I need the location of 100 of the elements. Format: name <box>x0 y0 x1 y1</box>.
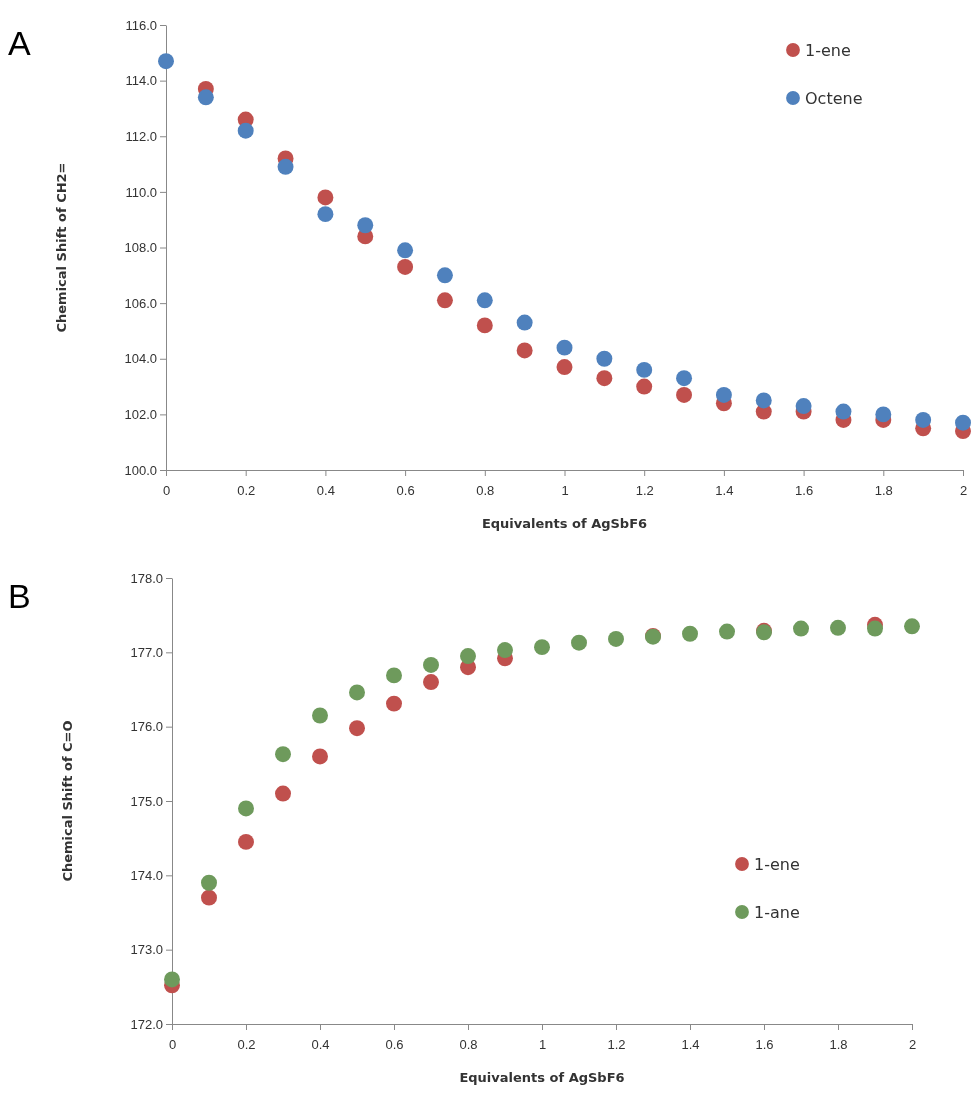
point <box>534 639 550 656</box>
x-tick-label: 1.2 <box>635 482 654 498</box>
x-tick-label: 0.6 <box>396 482 415 498</box>
x-tick-label: 0.4 <box>311 1036 330 1052</box>
point <box>516 314 533 331</box>
point <box>349 684 365 701</box>
x-tick-label: 1.8 <box>829 1036 848 1052</box>
x-tick-label: 1.8 <box>874 482 893 498</box>
legend-label: Octene <box>805 89 863 108</box>
point <box>596 350 613 367</box>
point <box>397 242 414 259</box>
point <box>915 411 932 428</box>
point <box>317 189 334 206</box>
point <box>237 122 254 139</box>
point <box>682 625 698 642</box>
point <box>793 620 809 637</box>
legend-label: 1-ane <box>754 903 800 922</box>
x-tick-label: 0.2 <box>237 1036 256 1052</box>
y-tick-label: 172.0 <box>130 1016 163 1032</box>
point <box>596 370 613 387</box>
point <box>197 89 214 106</box>
point <box>676 386 693 403</box>
point <box>476 292 493 309</box>
chart-title: A <box>8 24 31 62</box>
x-tick-label: 1.4 <box>715 482 734 498</box>
point <box>715 386 732 403</box>
x-axis-title: Equivalents of AgSbF6 <box>459 1070 625 1085</box>
point <box>476 317 493 334</box>
point <box>201 874 217 891</box>
y-tick-label: 112.0 <box>125 128 157 144</box>
legend-label: 1-ene <box>754 855 800 874</box>
point <box>460 648 476 665</box>
x-tick-label: 1.2 <box>607 1036 626 1052</box>
point <box>436 267 453 284</box>
x-tick-label: 0.8 <box>459 1036 478 1052</box>
point <box>349 720 365 737</box>
point <box>275 746 291 763</box>
x-tick-label: 0 <box>168 1036 177 1052</box>
x-tick-label: 0.4 <box>316 482 335 498</box>
point <box>275 785 291 802</box>
point <box>755 392 772 409</box>
point <box>571 634 587 651</box>
point <box>317 206 334 223</box>
point <box>516 342 533 359</box>
point <box>608 630 624 647</box>
y-tick-label: 174.0 <box>130 867 163 883</box>
x-tick-label: 0.8 <box>476 482 495 498</box>
y-axis-title: Chemical Shift of C=O <box>60 720 75 882</box>
y-tick-label: 108.0 <box>124 240 157 256</box>
point <box>164 971 180 988</box>
point <box>312 748 328 765</box>
x-tick-label: 2 <box>908 1036 917 1052</box>
y-tick-label: 106.0 <box>124 295 157 311</box>
y-tick-label: 173.0 <box>130 942 163 958</box>
y-tick-label: 110.0 <box>125 184 157 200</box>
y-tick-label: 100.0 <box>124 462 157 478</box>
point <box>636 361 653 378</box>
y-tick-label: 102.0 <box>124 407 157 423</box>
point <box>676 370 693 387</box>
x-tick-label: 0.2 <box>237 482 256 498</box>
x-tick-label: 1 <box>561 482 569 498</box>
chart-title: B <box>8 577 31 615</box>
point <box>497 642 513 659</box>
point <box>867 620 883 637</box>
x-tick-label: 0 <box>162 482 171 498</box>
y-tick-label: 178.0 <box>130 570 163 586</box>
point <box>795 398 812 414</box>
x-tick-label: 1.6 <box>755 1036 774 1052</box>
y-tick-label: 175.0 <box>130 793 163 809</box>
y-tick-label: 177.0 <box>130 644 163 660</box>
point <box>904 618 920 635</box>
point <box>436 292 453 309</box>
y-tick-label: 104.0 <box>124 351 157 367</box>
point <box>636 378 653 395</box>
point <box>875 406 892 423</box>
point <box>830 619 846 636</box>
x-axis-title: Equivalents of AgSbF6 <box>481 516 648 531</box>
point <box>277 158 294 175</box>
y-tick-label: 116.0 <box>125 17 157 33</box>
point <box>238 800 254 817</box>
x-tick-label: 0.6 <box>385 1036 404 1052</box>
point <box>386 695 402 712</box>
point <box>423 657 439 673</box>
y-tick-label: 176.0 <box>130 719 163 735</box>
x-tick-label: 1 <box>538 1036 547 1052</box>
point <box>312 707 328 724</box>
point <box>835 403 852 420</box>
point <box>955 414 971 431</box>
point <box>238 833 254 850</box>
x-tick-label: 2 <box>959 482 968 498</box>
x-tick-label: 1.6 <box>795 482 814 498</box>
point <box>556 339 573 356</box>
point <box>158 53 174 70</box>
y-tick-label: 114.0 <box>125 73 157 89</box>
point <box>386 667 402 684</box>
point <box>719 623 735 640</box>
point <box>397 259 414 275</box>
x-tick-label: 1.4 <box>681 1036 700 1052</box>
point <box>357 217 374 234</box>
point <box>556 359 573 376</box>
